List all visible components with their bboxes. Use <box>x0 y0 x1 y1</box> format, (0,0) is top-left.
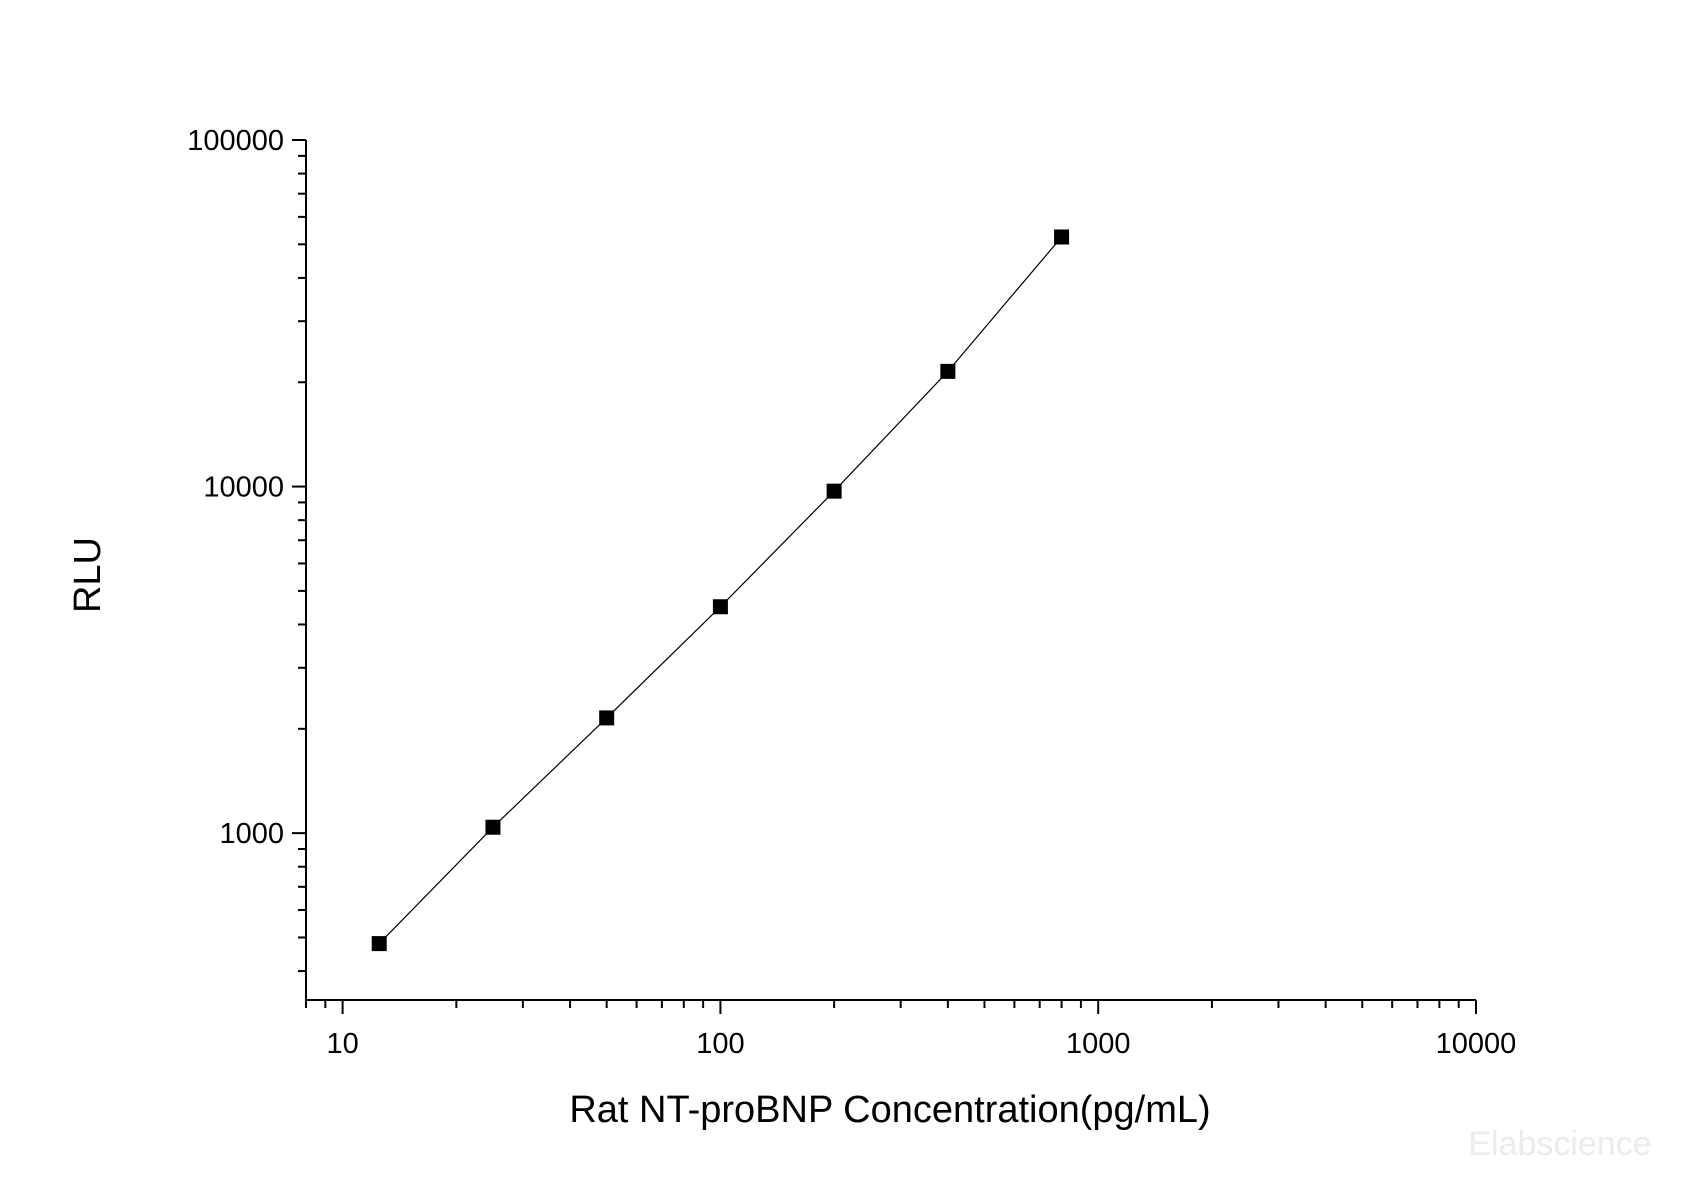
x-tick-label: 1000 <box>1066 1028 1131 1060</box>
x-axis-label: Rat NT-proBNP Concentration(pg/mL) <box>569 1089 1210 1131</box>
data-point <box>826 483 842 499</box>
data-point <box>599 710 615 726</box>
x-tick-label: 10000 <box>1436 1028 1517 1060</box>
y-tick-label: 10000 <box>203 472 284 504</box>
ticks <box>292 139 1477 1014</box>
data-point <box>940 363 956 379</box>
fit-line <box>378 236 1063 945</box>
y-tick-label: 1000 <box>219 818 284 850</box>
x-tick-label: 10 <box>326 1028 358 1060</box>
axes <box>305 140 1476 1001</box>
data-point <box>712 599 728 615</box>
y-axis-label: RLU <box>67 537 109 613</box>
y-tick-label: 100000 <box>187 125 284 157</box>
data-point <box>485 819 501 835</box>
tick-labels: 10 100 1000 10000 1000 10000 100000 <box>187 125 1516 1060</box>
data-points <box>371 229 1070 952</box>
x-tick-label: 100 <box>696 1028 744 1060</box>
data-point <box>371 936 387 952</box>
data-point <box>1054 229 1070 245</box>
fit-curve-group <box>378 236 1063 945</box>
watermark: Elabscience <box>1468 1125 1651 1163</box>
